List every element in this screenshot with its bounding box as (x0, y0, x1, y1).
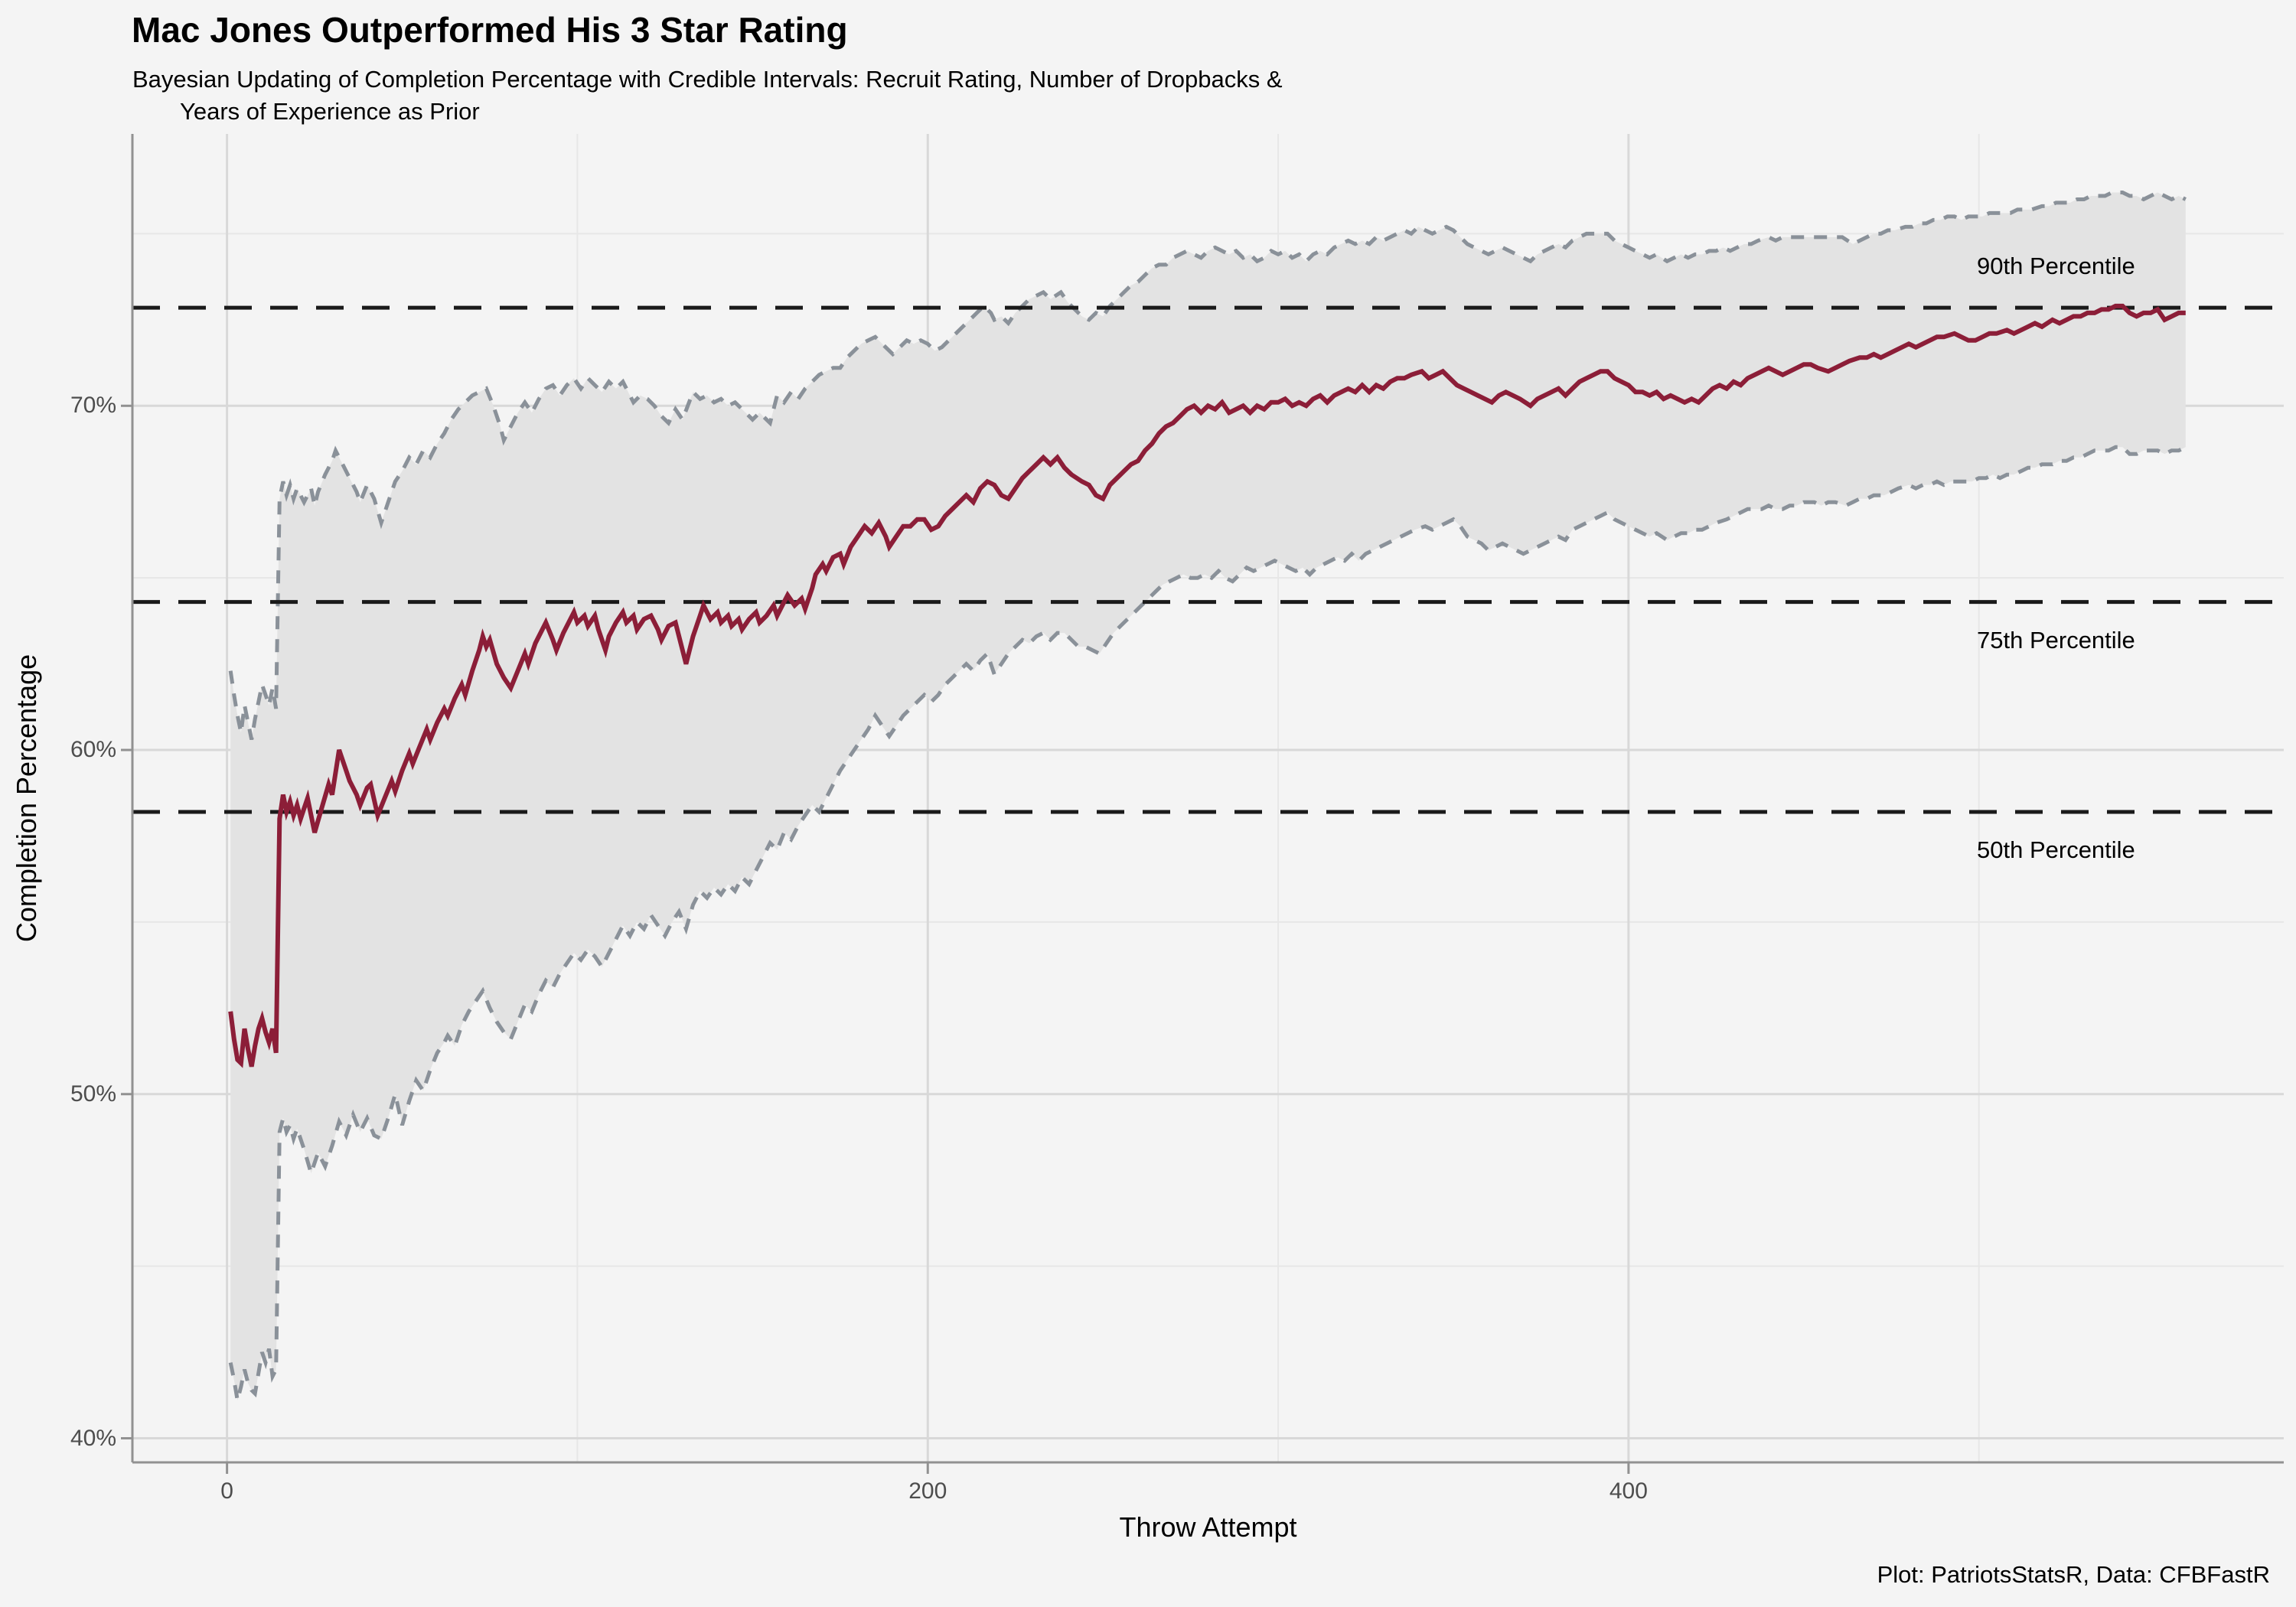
chart-title: Mac Jones Outperformed His 3 Star Rating (132, 10, 848, 50)
x-axis-title: Throw Attempt (1119, 1511, 1297, 1543)
x-tick-label: 200 (908, 1478, 947, 1504)
chart-subtitle-line2: Years of Experience as Prior (180, 98, 480, 125)
chart-subtitle-line1: Bayesian Updating of Completion Percenta… (132, 66, 1283, 93)
percentile-label: 90th Percentile (1977, 253, 2135, 280)
y-tick-label: 40% (70, 1425, 116, 1451)
credible-ribbon-upper-border (228, 190, 2187, 741)
y-tick-label: 70% (70, 393, 116, 419)
posterior-mean-polyline (228, 303, 2186, 1068)
chart-caption: Plot: PatriotsStatsR, Data: CFBFastR (1877, 1561, 2270, 1588)
percentile-reference-lines (132, 305, 2284, 814)
credible-ribbon-fill (230, 192, 2186, 1400)
percentile-label: 50th Percentile (1977, 836, 2135, 863)
y-axis-title: Completion Percentage (11, 654, 42, 943)
percentile-label: 75th Percentile (1977, 626, 2135, 654)
axis-lines-and-ticks (121, 134, 2284, 1474)
y-tick-label: 50% (70, 1081, 116, 1107)
credible-interval-ribbon (228, 190, 2187, 1401)
x-tick-label: 400 (1609, 1478, 1648, 1504)
x-tick-label: 0 (220, 1478, 233, 1504)
credible-ribbon-lower-border (228, 445, 2187, 1401)
posterior-mean-line (228, 303, 2186, 1068)
y-tick-label: 60% (70, 737, 116, 763)
